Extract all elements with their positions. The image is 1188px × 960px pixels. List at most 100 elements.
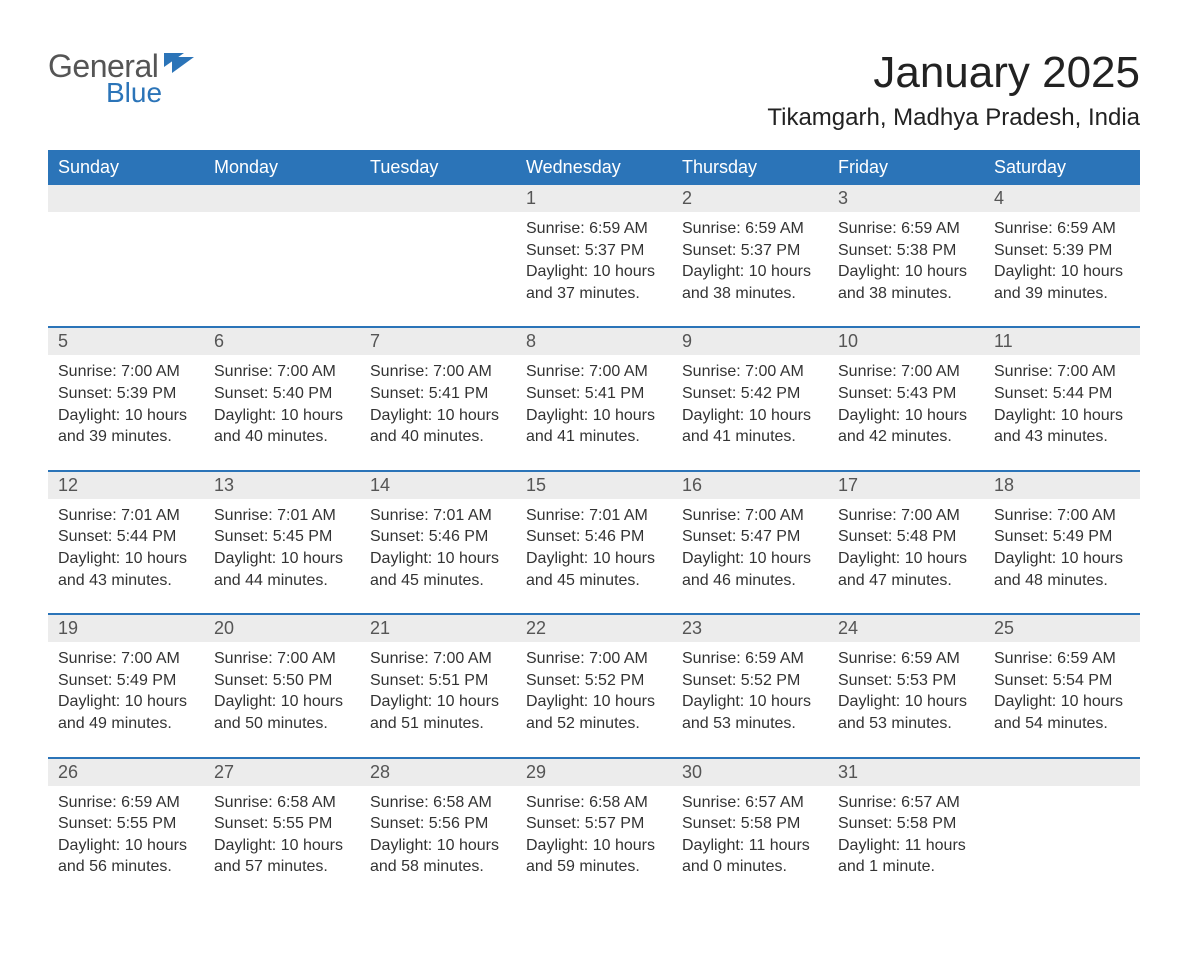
value: 5:53 PM [897,672,957,689]
calendar-grid: SundayMondayTuesdayWednesdayThursdayFrid… [48,150,1140,900]
value: 5:49 PM [1053,528,1113,545]
label: Sunset: [58,385,117,402]
calendar-day-cell: 10Sunrise: 7:00 AMSunset: 5:43 PMDayligh… [828,328,984,469]
label: Sunrise: [682,794,745,811]
calendar-day-cell [204,185,360,326]
day-number [204,185,360,212]
value: 5:40 PM [273,385,333,402]
day-of-week-header-row: SundayMondayTuesdayWednesdayThursdayFrid… [48,150,1140,185]
label: Sunset: [682,242,741,259]
day-detail: Sunrise: 7:00 AMSunset: 5:41 PMDaylight:… [360,355,516,447]
value: 5:45 PM [273,528,333,545]
value: 5:39 PM [117,385,177,402]
day-number: 3 [828,185,984,212]
value: 6:57 AM [901,794,960,811]
value: 7:00 AM [1057,507,1116,524]
label: Sunrise: [370,363,433,380]
value: 5:43 PM [897,385,957,402]
day-number: 2 [672,185,828,212]
label: Sunset: [994,528,1053,545]
label: Sunrise: [370,794,433,811]
month-title: January 2025 [767,48,1140,98]
day-detail: Sunrise: 7:00 AMSunset: 5:51 PMDaylight:… [360,642,516,734]
label: Daylight: [838,407,905,424]
day-number: 18 [984,472,1140,499]
day-number [360,185,516,212]
logo-word-blue: Blue [106,77,162,109]
label: Daylight: [526,550,593,567]
value: 5:42 PM [741,385,801,402]
label: Daylight: [526,263,593,280]
day-number: 7 [360,328,516,355]
value: 5:52 PM [741,672,801,689]
day-detail: Sunrise: 6:59 AMSunset: 5:55 PMDaylight:… [48,786,204,878]
day-number: 30 [672,759,828,786]
label: Sunrise: [214,507,277,524]
calendar-day-cell: 26Sunrise: 6:59 AMSunset: 5:55 PMDayligh… [48,759,204,900]
day-number: 29 [516,759,672,786]
label: Daylight: [58,837,125,854]
value: 6:59 AM [1057,650,1116,667]
calendar-day-cell: 4Sunrise: 6:59 AMSunset: 5:39 PMDaylight… [984,185,1140,326]
calendar-day-cell: 19Sunrise: 7:00 AMSunset: 5:49 PMDayligh… [48,615,204,756]
label: Daylight: [370,550,437,567]
day-number: 23 [672,615,828,642]
value: 5:38 PM [897,242,957,259]
calendar-day-cell: 8Sunrise: 7:00 AMSunset: 5:41 PMDaylight… [516,328,672,469]
value: 5:56 PM [429,815,489,832]
label: Sunset: [994,242,1053,259]
calendar-day-cell: 6Sunrise: 7:00 AMSunset: 5:40 PMDaylight… [204,328,360,469]
label: Daylight: [58,407,125,424]
label: Sunset: [526,242,585,259]
label: Daylight: [526,407,593,424]
label: Daylight: [682,550,749,567]
value: 6:58 AM [589,794,648,811]
label: Sunset: [370,528,429,545]
day-detail: Sunrise: 7:00 AMSunset: 5:43 PMDaylight:… [828,355,984,447]
label: Sunrise: [370,650,433,667]
value: 7:01 AM [277,507,336,524]
label: Sunset: [214,815,273,832]
day-detail: Sunrise: 6:58 AMSunset: 5:56 PMDaylight:… [360,786,516,878]
day-number: 22 [516,615,672,642]
value: 7:00 AM [277,363,336,380]
calendar-day-cell [48,185,204,326]
dow-header-cell: Thursday [672,150,828,185]
label: Sunrise: [526,794,589,811]
value: 5:55 PM [273,815,333,832]
label: Sunrise: [682,363,745,380]
day-number [984,759,1140,786]
value: 7:00 AM [901,363,960,380]
day-detail: Sunrise: 6:59 AMSunset: 5:39 PMDaylight:… [984,212,1140,304]
value: 7:01 AM [589,507,648,524]
calendar-day-cell: 20Sunrise: 7:00 AMSunset: 5:50 PMDayligh… [204,615,360,756]
day-number: 10 [828,328,984,355]
day-detail: Sunrise: 7:00 AMSunset: 5:49 PMDaylight:… [984,499,1140,591]
day-detail [984,786,1140,792]
label: Sunset: [370,385,429,402]
value: 5:57 PM [585,815,645,832]
day-detail: Sunrise: 7:00 AMSunset: 5:39 PMDaylight:… [48,355,204,447]
day-detail: Sunrise: 6:58 AMSunset: 5:55 PMDaylight:… [204,786,360,878]
label: Sunrise: [682,507,745,524]
label: Sunrise: [370,507,433,524]
label: Daylight: [526,693,593,710]
label: Sunset: [838,815,897,832]
day-number: 5 [48,328,204,355]
day-detail: Sunrise: 7:00 AMSunset: 5:49 PMDaylight:… [48,642,204,734]
day-detail: Sunrise: 6:59 AMSunset: 5:53 PMDaylight:… [828,642,984,734]
calendar-day-cell: 27Sunrise: 6:58 AMSunset: 5:55 PMDayligh… [204,759,360,900]
label: Daylight: [682,837,749,854]
day-detail: Sunrise: 7:00 AMSunset: 5:40 PMDaylight:… [204,355,360,447]
calendar-day-cell [360,185,516,326]
day-number: 13 [204,472,360,499]
value: 5:41 PM [585,385,645,402]
label: Sunset: [526,528,585,545]
label: Daylight: [58,693,125,710]
day-detail: Sunrise: 6:58 AMSunset: 5:57 PMDaylight:… [516,786,672,878]
value: 5:49 PM [117,672,177,689]
label: Sunset: [214,528,273,545]
label: Sunrise: [526,507,589,524]
day-detail: Sunrise: 7:00 AMSunset: 5:50 PMDaylight:… [204,642,360,734]
label: Sunset: [58,815,117,832]
